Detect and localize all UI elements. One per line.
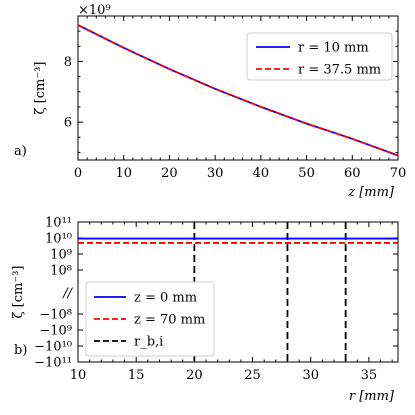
legend-b: z = 0 mm z = 70 mm r_b,i	[85, 281, 215, 357]
y-tick-label-b: 10⁹	[50, 248, 72, 263]
y-tick-label-a: 6	[64, 116, 72, 131]
legend-a: r = 10 mm r = 37.5 mm	[246, 32, 393, 81]
x-tick-label-a: 60	[344, 166, 361, 181]
x-tick-label-b: 35	[361, 368, 378, 383]
y-tick-label-b: −10⁸	[39, 308, 72, 323]
x-tick-label-a: 20	[161, 166, 178, 181]
y-tick-label-b: −10¹⁰	[34, 340, 72, 355]
y-tick-label-b: 10¹⁰	[45, 232, 72, 247]
x-tick-label-a: 10	[115, 166, 132, 181]
x-tick-label-b: 10	[70, 368, 87, 383]
panel-label-a: a)	[14, 144, 27, 159]
x-tick-label-a: 30	[207, 166, 224, 181]
x-tick-label-a: 70	[390, 166, 407, 181]
x-axis-label-a: z [mm]	[347, 185, 395, 200]
y-tick-label-b: −10⁹	[39, 324, 72, 339]
y-tick-label-a: 8	[64, 55, 72, 70]
legend-label-b: z = 0 mm	[134, 291, 197, 306]
axis-break-symbol: //	[61, 286, 73, 301]
x-tick-label-b: 20	[186, 368, 203, 383]
legend-frame-b	[85, 281, 215, 357]
x-tick-label-b: 15	[128, 368, 145, 383]
y-tick-label-b: −10¹¹	[34, 356, 72, 371]
legend-label-b: z = 70 mm	[134, 313, 205, 328]
panel-a: 0 10 20 30 40 50 60 70 6 8 ×10⁹ z [mm] ζ [cm⁻³] a) r =…	[14, 3, 406, 200]
x-axis-label-b: r [mm]	[349, 389, 395, 404]
y-tick-label-b: 10⁸	[50, 264, 72, 279]
legend-label-a: r = 37.5 mm	[298, 63, 381, 78]
y-axis-label-a: ζ [cm⁻³]	[33, 61, 48, 114]
x-tick-label-b: 25	[244, 368, 261, 383]
legend-label-b: r_b,i	[134, 335, 163, 350]
legend-label-a: r = 10 mm	[298, 41, 369, 56]
plot-frame-b	[77, 221, 399, 363]
x-tick-label-a: 50	[298, 166, 315, 181]
y-axis-label-b: ζ [cm⁻³]	[11, 265, 26, 318]
plot-frame-a	[77, 15, 399, 161]
series-line-a-1	[77, 24, 399, 157]
x-tick-label-a: 40	[253, 166, 270, 181]
offset-text-a: ×10⁹	[78, 3, 111, 18]
y-tick-label-b: 10¹¹	[45, 216, 72, 231]
x-tick-label-a: 0	[74, 166, 82, 181]
x-tick-label-b: 30	[302, 368, 319, 383]
panel-label-b: b)	[14, 343, 27, 358]
